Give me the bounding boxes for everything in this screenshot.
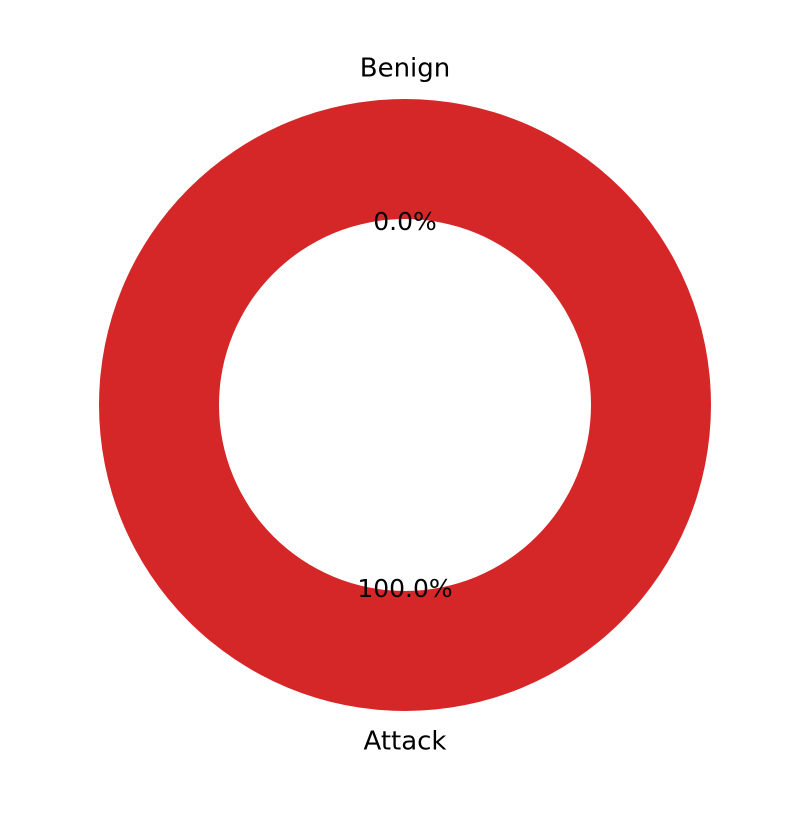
pct-label-attack: 100.0% <box>357 574 452 603</box>
donut-labels: Benign 0.0% Attack 100.0% <box>357 53 452 756</box>
slice-attack <box>99 99 711 711</box>
pct-label-benign: 0.0% <box>373 207 437 236</box>
slice-label-attack: Attack <box>363 727 446 757</box>
slice-label-benign: Benign <box>360 53 451 83</box>
donut-slices <box>99 99 711 711</box>
